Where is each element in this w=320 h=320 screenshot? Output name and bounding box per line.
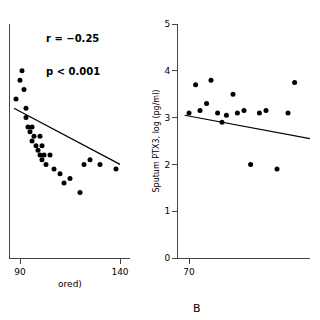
svg-text:1: 1 — [164, 206, 170, 216]
svg-text:0: 0 — [164, 253, 170, 263]
svg-text:p < 0.001: p < 0.001 — [46, 66, 100, 77]
svg-text:3: 3 — [164, 113, 170, 123]
svg-text:2: 2 — [164, 160, 170, 170]
svg-text:5: 5 — [164, 19, 170, 29]
svg-text:Sputum PTX3, log (pg/ml): Sputum PTX3, log (pg/ml) — [152, 90, 161, 193]
svg-text:B: B — [193, 302, 201, 315]
svg-text:140: 140 — [111, 267, 128, 277]
svg-text:r = −0.25: r = −0.25 — [46, 33, 99, 44]
svg-text:ored): ored) — [58, 279, 82, 289]
svg-text:90: 90 — [14, 267, 26, 277]
svg-text:70: 70 — [183, 267, 195, 277]
svg-text:4: 4 — [164, 66, 170, 76]
